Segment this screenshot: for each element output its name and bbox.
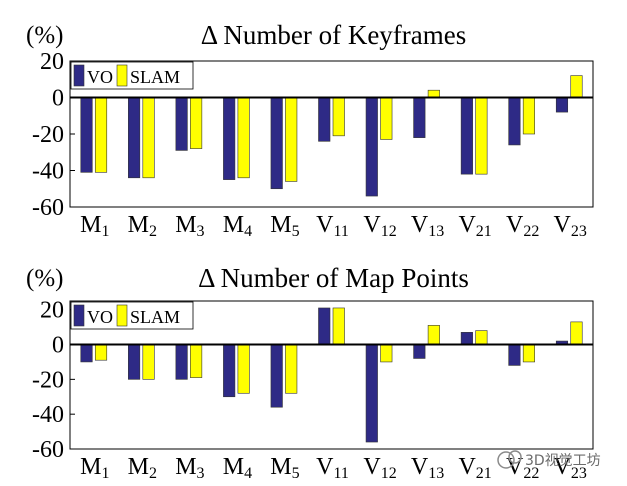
bar-slam: [475, 330, 488, 345]
bar-vo: [318, 97, 331, 142]
legend: VO SLAM: [70, 301, 194, 330]
bar-slam: [237, 344, 250, 394]
bar-vo: [318, 307, 331, 345]
y-tick-label: -40: [32, 402, 64, 428]
x-category-label: M1: [80, 212, 109, 240]
bar-vo: [80, 97, 93, 173]
x-category-label: V23: [554, 454, 587, 482]
bar-slam: [94, 97, 108, 173]
bar-vo: [365, 97, 378, 197]
x-category-label: M4: [223, 212, 252, 240]
x-category-label: V23: [554, 212, 587, 240]
bar-slam: [380, 97, 393, 140]
bar-vo: [128, 97, 141, 179]
legend-swatch-vo: [73, 64, 85, 87]
bar-slam: [285, 97, 298, 182]
x-category-label: M3: [175, 212, 204, 240]
bar-slam: [142, 97, 155, 179]
bar-slam: [237, 97, 250, 179]
bar-vo: [128, 344, 141, 380]
x-category-label: V12: [363, 454, 396, 482]
x-category-label: V21: [458, 212, 491, 240]
watermark: 3D视觉工坊: [497, 450, 601, 469]
bar-vo: [270, 97, 283, 190]
bar-slam: [94, 344, 108, 361]
y-tick-label: -40: [32, 159, 64, 185]
x-category-label: V13: [411, 454, 444, 482]
legend-label-slam: SLAM: [130, 307, 180, 327]
bar-slam: [142, 344, 155, 380]
y-tick-label: 20: [40, 49, 64, 75]
y-tick-label: 20: [40, 298, 64, 324]
bar-slam: [332, 307, 345, 345]
x-category-label: M3: [175, 454, 204, 482]
x-category-label: M1: [80, 454, 109, 482]
bar-slam: [570, 321, 583, 345]
x-category-label: M5: [270, 212, 299, 240]
chart-title: Δ Number of Map Points: [198, 263, 469, 293]
y-tick-label: -20: [32, 122, 64, 148]
bar-vo: [223, 97, 236, 180]
bar-slam: [427, 89, 440, 98]
y-tick-label: -60: [32, 195, 64, 221]
bar-slam: [427, 325, 440, 345]
x-category-label: M4: [223, 454, 252, 482]
y-unit-label: (%): [26, 22, 63, 49]
x-category-label: M5: [270, 454, 299, 482]
bar-vo: [413, 97, 426, 138]
bar-slam: [570, 75, 583, 98]
legend-label-vo: VO: [87, 307, 113, 327]
bar-slam: [522, 97, 535, 135]
plot-frame: [69, 300, 594, 450]
x-category-label: V11: [316, 212, 349, 240]
bar-vo: [223, 344, 236, 398]
legend-box: [70, 301, 194, 330]
watermark-text: 3D视觉工坊: [525, 453, 601, 469]
bar-vo: [460, 332, 473, 345]
legend-box: [70, 61, 194, 90]
legend-label-slam: SLAM: [130, 67, 180, 87]
bar-vo: [365, 344, 378, 443]
x-category-label: V11: [316, 454, 349, 482]
bar-slam: [190, 344, 203, 378]
legend-swatch-vo: [73, 304, 85, 327]
bar-vo: [508, 344, 521, 366]
bar-vo: [413, 344, 426, 359]
x-category-label: V12: [363, 212, 396, 240]
bar-vo: [175, 344, 188, 380]
map-points-chart: Δ Number of Map Points (%) 20 0 -20 -40 -60 M1 M…: [26, 263, 594, 482]
bar-vo: [460, 97, 473, 175]
bar-slam: [190, 97, 203, 149]
bar-slam: [285, 344, 298, 394]
bar-slam: [380, 344, 393, 363]
keyframes-chart: Δ Number of Keyframes (%)20 0 -20 -40 -60 M1 M2…: [26, 20, 594, 240]
bar-vo: [175, 97, 188, 151]
bar-slam: [475, 97, 488, 175]
x-category-label: M2: [128, 212, 157, 240]
y-tick-label: 0: [52, 86, 64, 112]
y-unit-label: (%): [26, 265, 63, 292]
y-tick-label: -20: [32, 367, 64, 393]
legend: VO SLAM: [70, 61, 194, 90]
legend-swatch-slam: [116, 304, 128, 327]
legend-swatch-slam: [116, 64, 128, 87]
bar-vo: [80, 344, 93, 363]
y-tick-label: -60: [32, 437, 64, 463]
bar-vo: [270, 344, 283, 408]
x-category-label: V13: [411, 212, 444, 240]
legend-label-vo: VO: [87, 67, 113, 87]
bar-slam: [332, 97, 345, 137]
bar-slam: [522, 344, 535, 363]
chart-title: Δ Number of Keyframes: [201, 20, 467, 50]
x-category-label: V22: [506, 212, 539, 240]
x-category-label: V21: [458, 454, 491, 482]
bar-vo: [555, 97, 569, 113]
x-category-label: M2: [128, 454, 157, 482]
y-tick-label: 0: [52, 333, 64, 359]
bar-vo: [508, 97, 521, 146]
